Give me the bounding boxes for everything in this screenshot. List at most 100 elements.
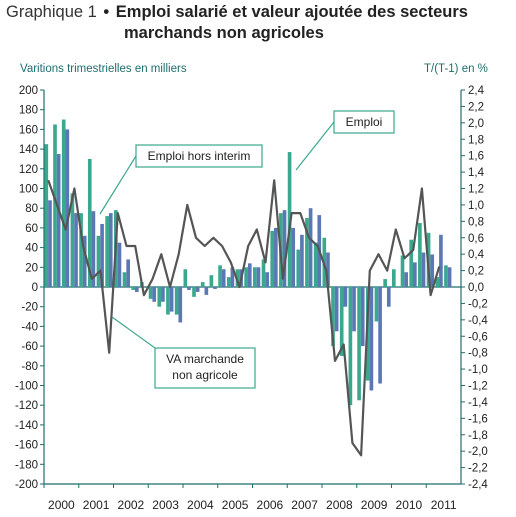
bar-emploi [53,124,57,287]
title-line-1: Emploi salarié et valeur ajoutée des sec… [115,3,468,21]
bar-emploi [166,287,170,315]
bar-emploi-hors-interim [187,287,191,290]
bar-emploi [192,287,196,297]
bar-emploi-hors-interim [265,272,269,287]
x-tick-label: 2002 [118,498,145,512]
bar-emploi-hors-interim [48,200,52,287]
left-tick-label: -140 [15,420,38,432]
bar-emploi-hors-interim [100,223,104,287]
callout-text: Emploi hors interim [148,149,251,163]
bar-emploi-hors-interim [204,287,209,295]
bar-emploi-hors-interim [291,227,296,287]
bar-emploi [157,287,162,307]
right-tick-label: -1,8 [468,430,488,442]
left-tick-label: 20 [25,262,38,274]
right-tick-label: 0,8 [468,216,484,228]
right-tick-label: 0,4 [468,249,485,261]
bar-emploi [87,158,92,287]
bar-emploi [348,287,353,406]
bar-emploi [226,277,231,287]
bar-emploi-hors-interim [334,287,339,332]
left-tick-label: 140 [19,144,38,156]
bar-emploi [296,249,301,287]
bar-emploi-hors-interim [369,287,374,391]
bar-emploi [383,279,387,287]
bar-emploi [313,242,318,287]
x-tick-label: 2011 [431,498,457,512]
left-tick-label: -100 [15,381,38,393]
left-axis-label: Varitions trimestrielles en milliers [20,63,187,75]
right-tick-label: -2,4 [468,479,488,491]
bar-emploi-hors-interim [256,267,261,287]
callout-leader [295,121,335,171]
right-tick-label: 1,4 [468,167,485,179]
bar-emploi-hors-interim [386,287,391,307]
left-tick-label: -120 [15,400,38,412]
bar-emploi [270,230,275,287]
x-tick-label: 2007 [291,498,318,512]
right-tick-label: 1,8 [468,134,484,146]
bar-emploi [409,239,414,287]
callout-box [154,347,256,389]
bar-emploi-hors-interim [352,287,356,332]
bar-emploi [131,287,136,290]
left-tick-label: 160 [19,124,38,136]
bar-emploi [435,277,440,287]
right-tick-label: 0,2 [468,266,484,278]
left-tick-label: 200 [19,85,38,97]
line-va-marchande [47,179,441,457]
bar-emploi-hors-interim [65,129,70,287]
bar-emploi-hors-interim [274,227,278,287]
right-tick-label: 0,6 [468,233,484,245]
bar-emploi [400,255,405,287]
bar-emploi [305,218,309,287]
bar-emploi [244,267,248,287]
bar-emploi [287,152,292,287]
right-tick-label: 1,0 [468,200,484,212]
right-tick-label: 2,2 [468,101,484,113]
x-tick-label: 2001 [83,498,110,512]
right-tick-label: 1,6 [468,151,484,163]
bar-emploi [70,193,75,287]
callout-leader [111,316,156,349]
bar-emploi [44,144,49,287]
chart-title: Graphique 1 • Emploi salarié et valeur a… [6,2,468,44]
bar-emploi-hors-interim [439,234,443,287]
bar-emploi [122,272,127,287]
left-tick-label: -200 [15,479,38,491]
figure-number: Graphique 1 [6,3,97,21]
x-tick-label: 2010 [396,498,423,512]
callout-box [135,144,263,168]
bar-emploi-hors-interim [82,235,87,287]
bar-emploi [253,267,257,287]
bar-emploi-hors-interim [178,287,183,323]
left-tick-label: 0 [32,282,38,294]
x-tick-label: 2008 [326,498,353,512]
left-tick-label: -60 [21,341,38,353]
x-tick-label: 2009 [361,498,388,512]
left-tick-label: 40 [25,243,38,255]
right-tick-label: 2,0 [468,118,484,130]
right-tick-label: -2,0 [468,446,488,458]
bar-emploi-hors-interim [169,287,174,312]
bar-emploi-hors-interim [56,154,61,287]
bar-emploi-hors-interim [195,287,200,292]
bar-emploi [418,222,422,287]
bar-emploi-hors-interim [117,242,122,287]
bar-emploi [105,216,109,287]
bar-emploi [357,287,361,401]
x-tick-label: 2000 [48,498,75,512]
callout-leader [99,155,137,215]
callout-text: non agricole [172,368,238,382]
left-tick-label: -160 [15,440,38,452]
bar-emploi [331,287,335,347]
bar-emploi [339,287,344,356]
title-bullet: • [103,3,110,21]
bar-emploi [96,235,101,287]
left-tick-label: 100 [19,184,38,196]
left-tick-label: -80 [21,361,38,373]
right-tick-label: -1,0 [468,364,488,376]
bar-emploi-hors-interim [161,287,165,302]
left-tick-label: -20 [21,302,38,314]
